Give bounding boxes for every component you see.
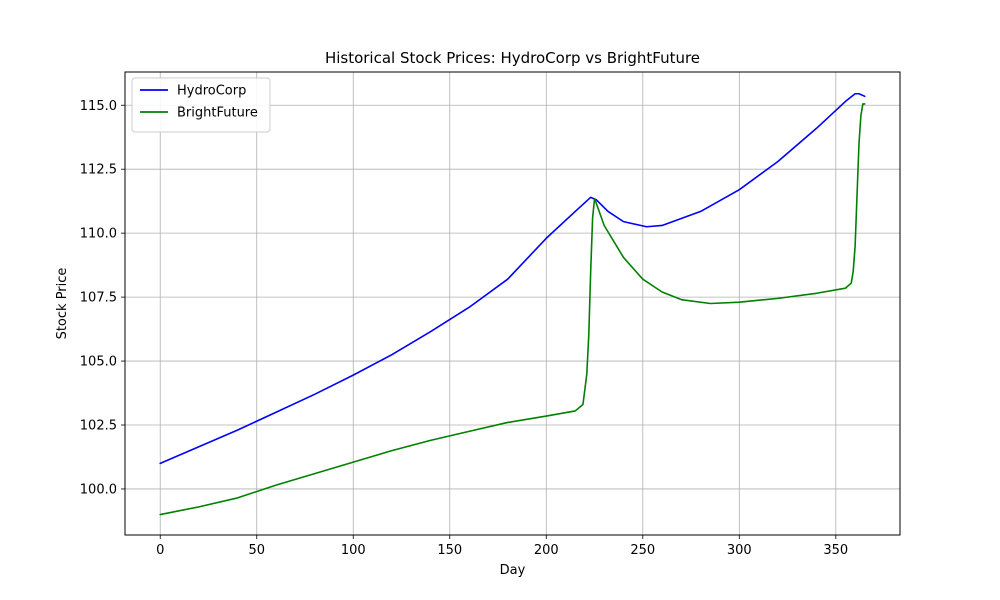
y-tick-label: 112.5 [80,163,117,178]
legend-box [131,77,271,133]
legend-label: HydroCorp [177,84,246,99]
y-axis-label: Stock Price [55,268,70,340]
x-tick-label: 150 [437,543,462,558]
x-tick-label: 50 [248,543,265,558]
y-tick-label: 100.0 [80,482,117,497]
y-tick-label: 115.0 [80,99,117,114]
plot-area-frame [124,71,901,536]
x-tick-label: 0 [156,543,164,558]
x-axis-label: Day [500,563,526,578]
x-tick-label: 100 [341,543,366,558]
x-tick-label: 300 [727,543,752,558]
legend-label: BrightFuture [177,106,258,121]
y-tick-label: 107.5 [80,291,117,306]
y-tick-label: 110.0 [80,227,117,242]
grid [125,72,900,535]
x-tick-label: 200 [534,543,559,558]
y-tick-label: 102.5 [80,419,117,434]
series-line-hydrocorp [159,92,866,465]
series-lines [159,92,866,516]
legend: HydroCorp BrightFuture [131,77,271,133]
x-tick-label: 250 [630,543,655,558]
y-tick-label: 105.0 [80,355,117,370]
series-line-brightfuture [159,103,866,516]
x-tick-label: 350 [823,543,848,558]
axis-ticks: 0 50 100 150 200 250 300 350 100.0 102.5 105.0 107.… [80,99,848,558]
chart-title: Historical Stock Prices: HydroCorp vs Br… [325,49,700,67]
